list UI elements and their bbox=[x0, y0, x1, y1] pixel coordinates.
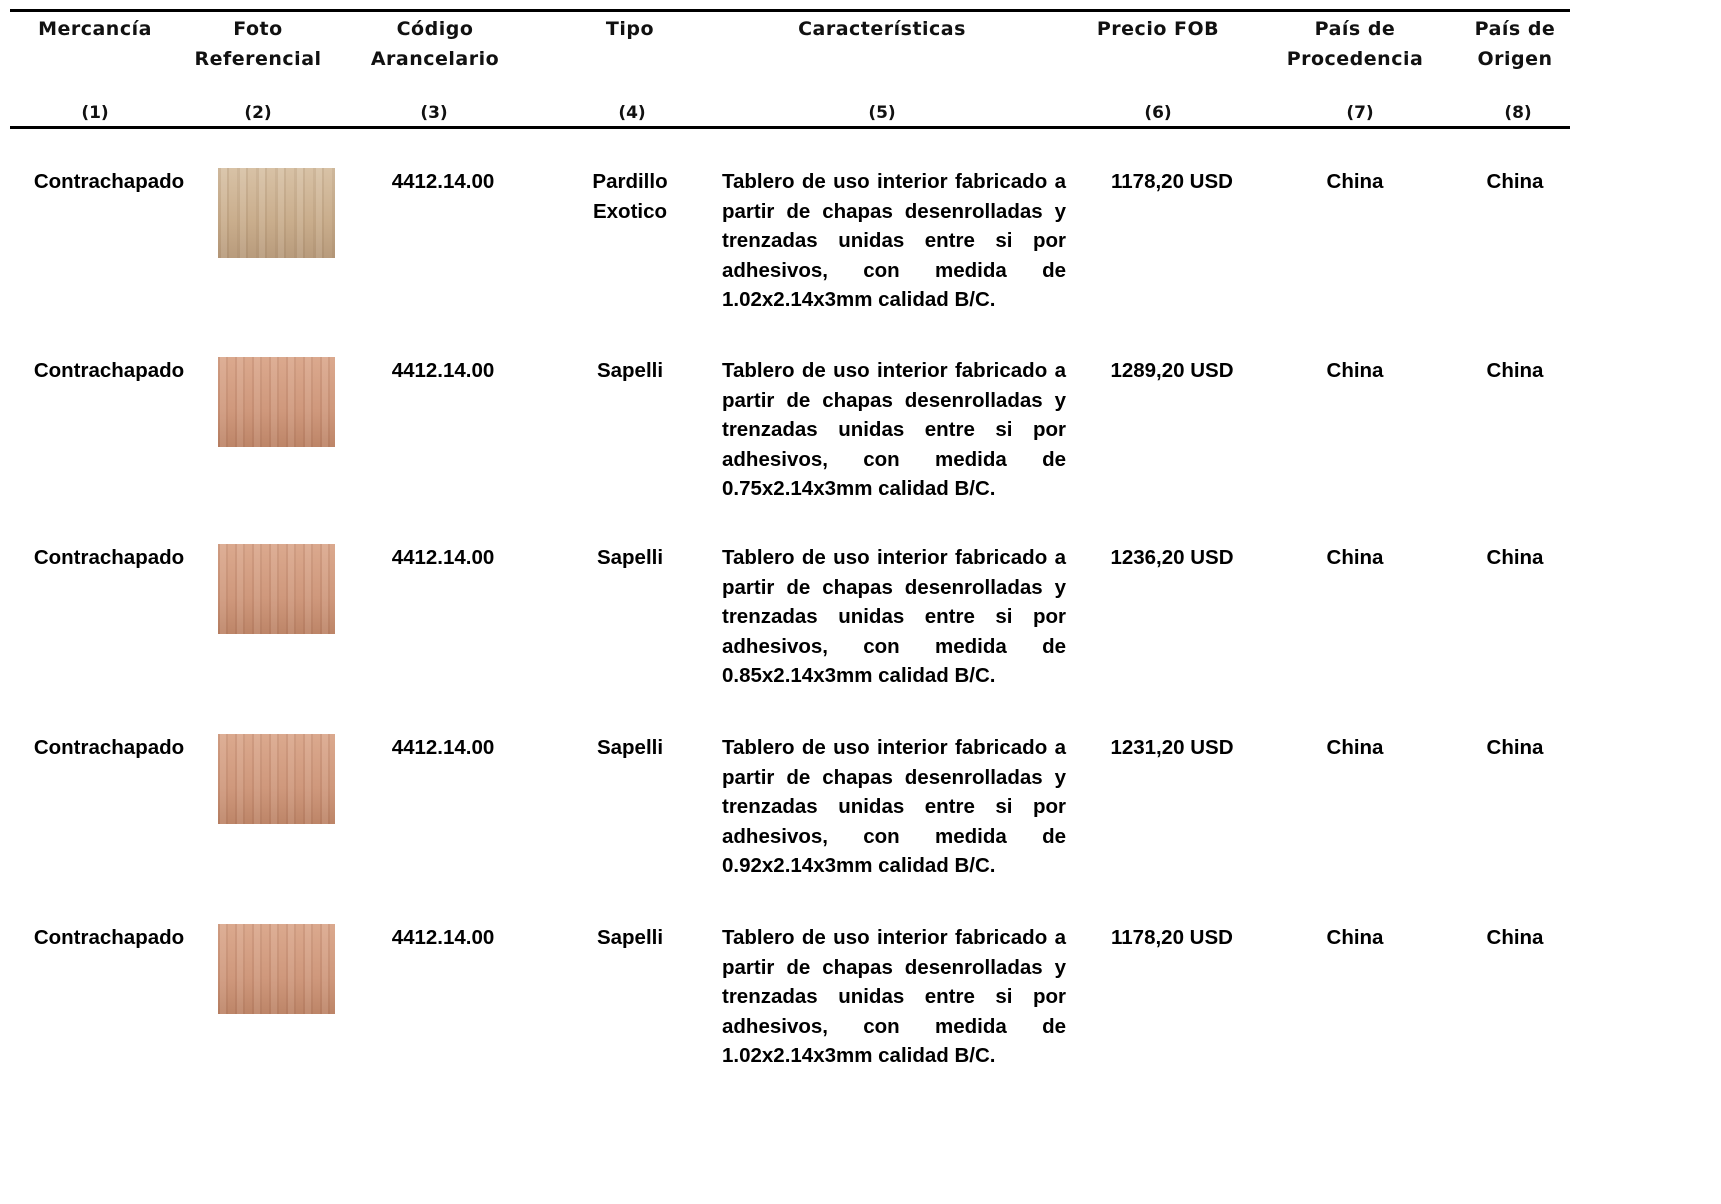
column-header: Código Arancelario bbox=[350, 14, 520, 74]
photo bbox=[218, 357, 335, 447]
header-line: País de bbox=[1474, 18, 1556, 40]
header-line: Foto bbox=[233, 18, 283, 40]
column-header: Características bbox=[797, 14, 967, 44]
table-cell: Contrachapado bbox=[33, 359, 185, 382]
photo bbox=[218, 924, 335, 1014]
table-cell: 4412.14.00 bbox=[391, 170, 495, 193]
table-cell: Pardillo Exotico bbox=[592, 170, 668, 223]
column-header: País de Procedencia bbox=[1270, 14, 1440, 74]
column-number: (3) bbox=[420, 103, 448, 123]
column-header: Tipo bbox=[545, 14, 715, 44]
column-number: (4) bbox=[618, 103, 646, 123]
table-cell: Sapelli bbox=[596, 546, 664, 569]
table-cell: 4412.14.00 bbox=[391, 546, 495, 569]
table-cell: China bbox=[1486, 359, 1544, 382]
photo bbox=[218, 734, 335, 824]
table-cell: China bbox=[1486, 926, 1544, 949]
table-cell: Contrachapado bbox=[33, 170, 185, 193]
top-rule bbox=[10, 9, 1570, 12]
table-cell: 1236,20 USD bbox=[1110, 546, 1234, 569]
column-number: (1) bbox=[81, 103, 109, 123]
table-cell: Sapelli bbox=[596, 926, 664, 949]
header-line: Referencial bbox=[194, 48, 322, 70]
table-cell: Tablero de uso interior fabricado a part… bbox=[722, 359, 1066, 501]
table-cell: China bbox=[1486, 170, 1544, 193]
column-header: País de Origen bbox=[1430, 14, 1600, 74]
table-cell: Contrachapado bbox=[33, 546, 185, 569]
table-cell: Tablero de uso interior fabricado a part… bbox=[722, 736, 1066, 878]
table-cell: China bbox=[1486, 736, 1544, 759]
header-line: Arancelario bbox=[370, 48, 500, 70]
column-header: Foto Referencial bbox=[173, 14, 343, 74]
header-line: Precio FOB bbox=[1096, 18, 1220, 40]
header-line: Código bbox=[396, 18, 474, 40]
table-cell: Contrachapado bbox=[33, 736, 185, 759]
header-line: Tipo bbox=[605, 18, 655, 40]
header-line: Procedencia bbox=[1286, 48, 1424, 70]
header-line: Origen bbox=[1477, 48, 1553, 70]
table-cell: Tablero de uso interior fabricado a part… bbox=[722, 546, 1066, 688]
column-number: (6) bbox=[1144, 103, 1172, 123]
table-cell: 4412.14.00 bbox=[391, 926, 495, 949]
table-cell: China bbox=[1326, 170, 1384, 193]
column-number: (7) bbox=[1346, 103, 1374, 123]
column-number: (8) bbox=[1504, 103, 1532, 123]
table-cell: China bbox=[1326, 736, 1384, 759]
column-header: Mercancía bbox=[10, 14, 180, 44]
header-line: Características bbox=[798, 18, 966, 40]
photo bbox=[218, 544, 335, 634]
table-cell: Tablero de uso interior fabricado a part… bbox=[722, 926, 1066, 1068]
table-cell: 1289,20 USD bbox=[1110, 359, 1234, 382]
table-cell: China bbox=[1326, 359, 1384, 382]
table-cell: Contrachapado bbox=[33, 926, 185, 949]
table-cell: Sapelli bbox=[596, 359, 664, 382]
column-header: Precio FOB bbox=[1073, 14, 1243, 44]
table-cell: 4412.14.00 bbox=[391, 359, 495, 382]
table-cell: 1231,20 USD bbox=[1110, 736, 1234, 759]
table-cell: China bbox=[1326, 546, 1384, 569]
column-number: (5) bbox=[868, 103, 896, 123]
header-rule bbox=[10, 126, 1570, 129]
photo bbox=[218, 168, 335, 258]
table-cell: China bbox=[1486, 546, 1544, 569]
header-line: País de bbox=[1314, 18, 1396, 40]
table-cell: China bbox=[1326, 926, 1384, 949]
table-cell: Tablero de uso interior fabricado a part… bbox=[722, 170, 1066, 312]
table-cell: 1178,20 USD bbox=[1111, 926, 1233, 949]
table-cell: Sapelli bbox=[596, 736, 664, 759]
header-line: Mercancía bbox=[38, 18, 152, 40]
table-cell: 1178,20 USD bbox=[1111, 170, 1233, 193]
table-cell: 4412.14.00 bbox=[391, 736, 495, 759]
column-number: (2) bbox=[244, 103, 272, 123]
